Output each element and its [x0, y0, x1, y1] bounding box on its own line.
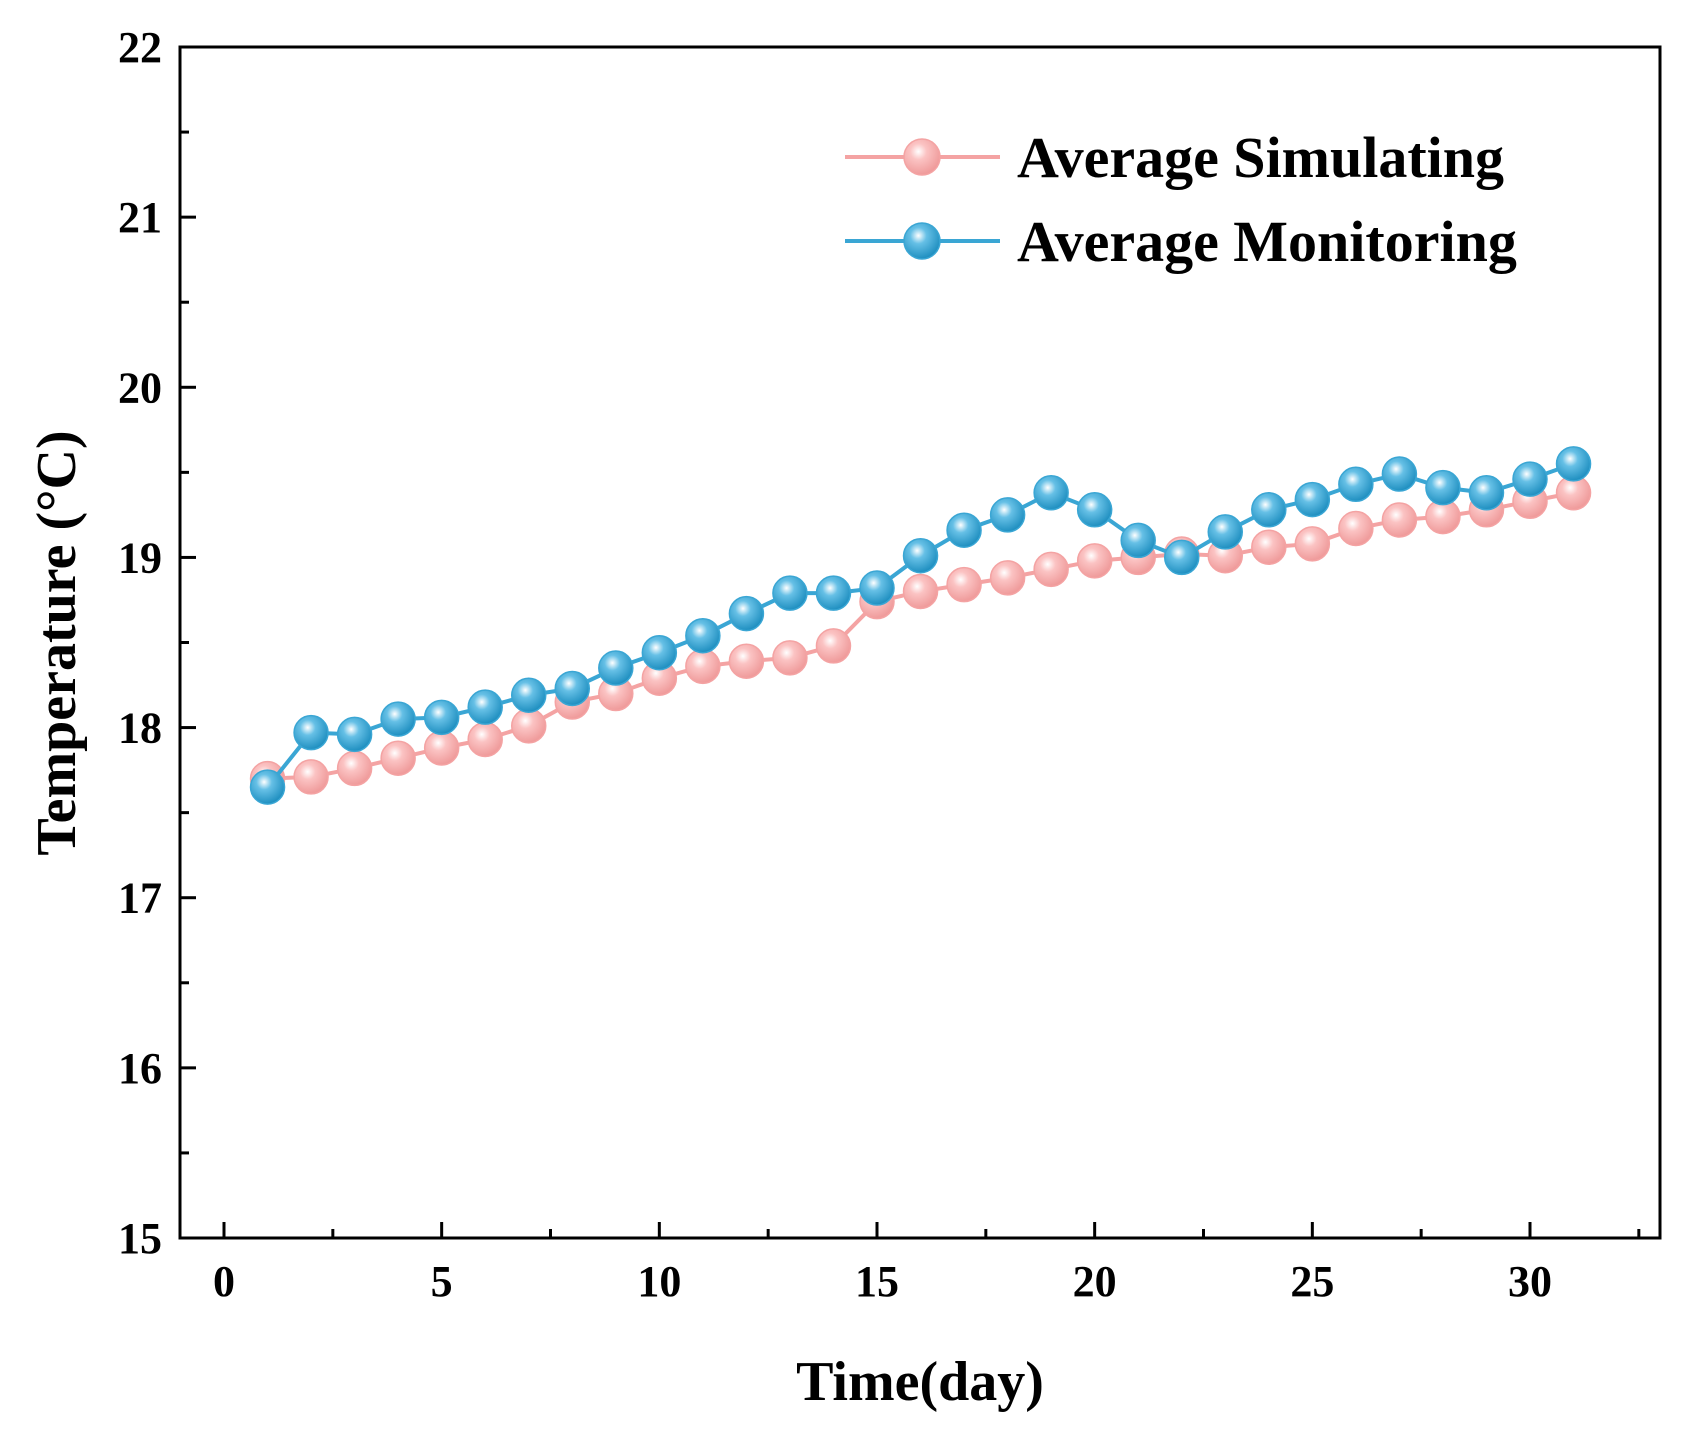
data-point: [423, 730, 460, 766]
data-point: [685, 648, 721, 685]
data-point: [336, 750, 373, 787]
data-point: [1076, 543, 1113, 579]
data-point: [728, 595, 765, 632]
data-point: [859, 570, 895, 606]
x-tick-label: 10: [637, 1257, 681, 1306]
data-point: [1381, 456, 1418, 492]
data-point: [728, 643, 765, 679]
data-point: [989, 497, 1026, 533]
legend-label: Average Simulating: [1017, 125, 1504, 190]
data-point: [1338, 466, 1374, 503]
data-point: [685, 617, 721, 654]
data-point: [772, 640, 808, 676]
x-tick-label: 25: [1290, 1257, 1334, 1306]
x-tick-label: 0: [213, 1257, 235, 1306]
legend: Average Simulating Average Monitoring: [845, 125, 1517, 274]
x-axis-label: Time(day): [796, 1351, 1044, 1413]
series-average-simulating: [249, 475, 1592, 797]
data-point: [293, 714, 329, 751]
data-point: [1468, 475, 1505, 511]
data-point: [902, 573, 939, 610]
data-point: [380, 701, 416, 737]
data-point: [1251, 529, 1287, 565]
y-tick-label: 20: [118, 363, 162, 412]
series-line: [265, 461, 1575, 789]
y-tick-label: 17: [118, 874, 162, 923]
data-point: [641, 634, 678, 671]
data-point: [467, 689, 503, 725]
y-tick-label: 15: [118, 1214, 162, 1263]
data-point: [772, 575, 808, 611]
series-average-monitoring: [249, 446, 1592, 805]
data-point: [510, 708, 547, 744]
data-point: [554, 670, 591, 707]
data-point: [1555, 446, 1592, 482]
data-point: [249, 769, 286, 805]
data-point: [815, 628, 852, 664]
data-point: [1294, 526, 1331, 562]
data-point: [946, 566, 982, 603]
data-point: [989, 560, 1026, 596]
data-point: [423, 699, 460, 736]
data-point: [815, 575, 852, 611]
data-point: [380, 740, 416, 776]
data-point: [293, 759, 329, 795]
data-point: [1076, 492, 1113, 528]
legend-marker: [903, 222, 941, 260]
data-point: [598, 650, 634, 686]
data-point: [1294, 481, 1331, 518]
y-tick-label: 22: [118, 23, 162, 72]
data-point: [1207, 514, 1244, 550]
x-tick-label: 30: [1508, 1257, 1552, 1306]
y-axis-label: Temperature (°C): [26, 430, 88, 855]
data-point: [1033, 551, 1069, 588]
data-point: [946, 512, 982, 548]
y-tick-label: 18: [118, 704, 162, 753]
data-point: [902, 537, 939, 574]
x-tick-label: 20: [1073, 1257, 1117, 1306]
data-point: [1512, 461, 1548, 497]
axes: 0 5 10 15 20 25 30 15 16 17 18 19 20 21 22: [118, 23, 1641, 1306]
legend-marker: [903, 138, 941, 176]
data-point: [336, 716, 373, 753]
y-tick-label: 19: [118, 533, 162, 582]
y-tick-label: 21: [118, 193, 162, 242]
data-point: [1251, 492, 1287, 528]
data-point: [1033, 475, 1069, 511]
x-tick-label: 5: [431, 1257, 453, 1306]
data-point: [1381, 502, 1418, 538]
x-tick-label: 15: [855, 1257, 899, 1306]
series-group: [249, 446, 1592, 805]
legend-label: Average Monitoring: [1017, 209, 1517, 274]
data-point: [467, 721, 503, 758]
data-point: [1338, 510, 1374, 547]
data-point: [1425, 469, 1461, 506]
data-point: [1163, 539, 1200, 576]
data-point: [1120, 522, 1156, 559]
series-line: [267, 490, 1574, 781]
data-point: [510, 677, 547, 713]
y-tick-label: 16: [118, 1044, 162, 1093]
